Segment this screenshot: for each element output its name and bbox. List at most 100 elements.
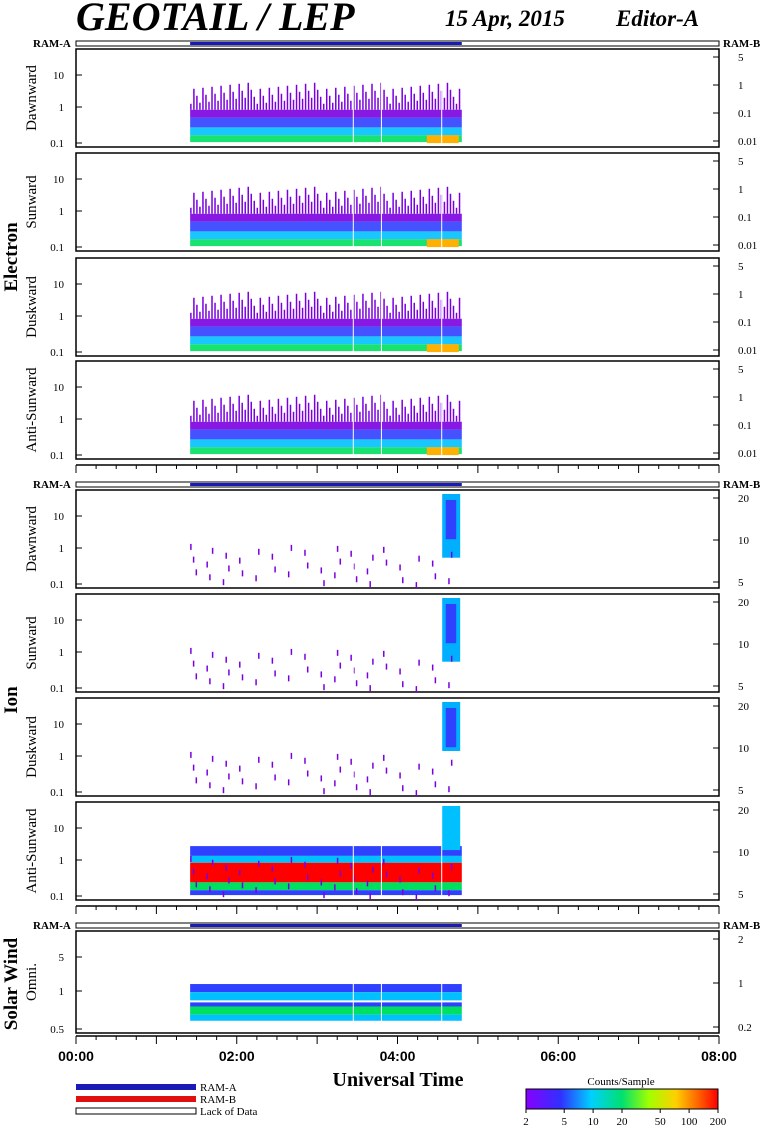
spectrogram-speck [446,186,449,214]
spectrogram-speck [292,308,295,319]
spectrogram-speck [253,200,256,214]
spectrogram-speck [223,301,225,319]
spectrogram-speck [449,193,452,214]
spectrogram-speck [310,306,313,319]
spectrogram-speck [419,397,422,422]
spectrogram-speck [458,400,461,422]
panel: Sunward 10 1 0.1 5 1 0.1 0.01 [24,152,757,254]
x-tick-label: 02:00 [219,1048,255,1064]
spectrogram-speck [347,93,349,110]
spectrogram-speck [271,865,274,872]
panel: Anti-Sunward 10 1 0.1 5 1 0.1 0.01 [24,360,757,462]
spectrogram-speck [316,193,319,214]
spectrogram-speck [259,88,262,110]
spectrogram-speck [265,206,268,214]
spectrogram-speck [229,396,231,422]
spectrogram-speck [350,654,352,661]
spectrogram-band [426,447,459,456]
x-tick-label: 06:00 [540,1048,576,1064]
ram-b-label: RAM-B [723,920,761,932]
right-tick-label: 20 [738,597,750,609]
spectrogram-speck [359,308,361,319]
right-tick-label: 10 [738,639,750,651]
spectrogram-speck [402,681,404,688]
spectrogram-speck [328,407,331,422]
spectrogram-speck [307,90,310,110]
spectrogram-band [190,336,462,345]
spectrogram-speck [304,861,306,868]
chart-title: GEOTAIL / LEP [76,0,355,39]
spectrogram-speck [452,408,455,422]
spectrogram-speck [209,886,211,893]
right-tick-label: 1 [738,289,744,301]
spectrogram-speck [222,787,225,794]
spectrogram-speck [347,302,349,319]
spectrogram-speck [389,103,391,110]
spectrogram-speck [271,198,274,214]
spectrogram-speck [386,96,388,110]
right-tick-label: 0.01 [738,345,757,357]
spectrogram-speck [292,99,295,110]
spectrogram-speck [253,305,256,319]
spectrogram-speck [334,572,336,579]
spectrogram-speck [398,206,400,214]
right-tick-label: 0.01 [738,240,757,252]
spectrogram-speck [229,293,231,319]
spectrogram-speck [392,88,394,110]
right-tick-label: 0.1 [738,420,752,432]
spectrogram-speck [428,293,431,319]
spectrogram-speck [258,756,260,763]
spectrogram-speck [206,665,208,672]
spectrogram-band [190,429,462,440]
spectrogram-speck [428,188,431,214]
spectrogram-speck [232,91,234,110]
spectrogram-speck [355,680,358,687]
spectrogram-band [190,231,462,240]
spectrogram-speck [401,87,403,110]
spectrogram-speck [277,398,280,422]
spectrogram-speck [359,203,361,214]
panel-label: Sunward [24,616,40,670]
spectrogram-speck [325,297,328,319]
spectrogram-speck [241,402,243,422]
spectrogram-speck [422,92,425,110]
spectrogram-speck [374,402,376,422]
spectrogram-speck [271,406,274,422]
spectrogram-speck [271,761,274,768]
spectrogram-speck [265,414,268,422]
right-tick-label: 2 [738,934,744,946]
spectrogram-speck [301,98,304,110]
spectrogram-speck [374,299,376,319]
spectrogram-band [190,109,462,118]
spectrogram-speck [368,202,370,214]
spectrogram-band [190,447,462,455]
spectrogram-speck [316,298,319,319]
spectrogram-speck [410,86,412,110]
spectrogram-speck [347,197,349,214]
spectrogram-speck [341,101,343,110]
spectrogram-speck [323,580,325,587]
ram-a-bar [190,483,462,486]
spectrogram-speck [369,893,371,900]
x-tick-label: 00:00 [58,1048,94,1064]
spectrogram-speck [377,201,379,214]
spectrogram-speck [395,407,397,422]
spectrogram-speck [214,405,216,422]
spectrogram-speck [431,195,434,214]
spectrogram-speck [385,559,388,566]
spectrogram-speck [418,867,420,874]
spectrogram-speck [226,308,228,319]
spectrogram-speck [395,199,397,214]
spectrogram-speck [355,576,358,583]
spectrogram-speck [256,312,259,319]
spectrogram-speck [322,415,325,422]
spectrogram-speck [283,309,286,319]
spectrogram-band [190,846,462,856]
spectrogram-speck [223,196,225,214]
panel-label: Dawnward [24,65,40,131]
spectrogram-speck [190,207,192,214]
spectrogram-speck [222,891,225,898]
right-tick-label: 5 [738,681,744,693]
spectrogram-speck [286,85,289,110]
